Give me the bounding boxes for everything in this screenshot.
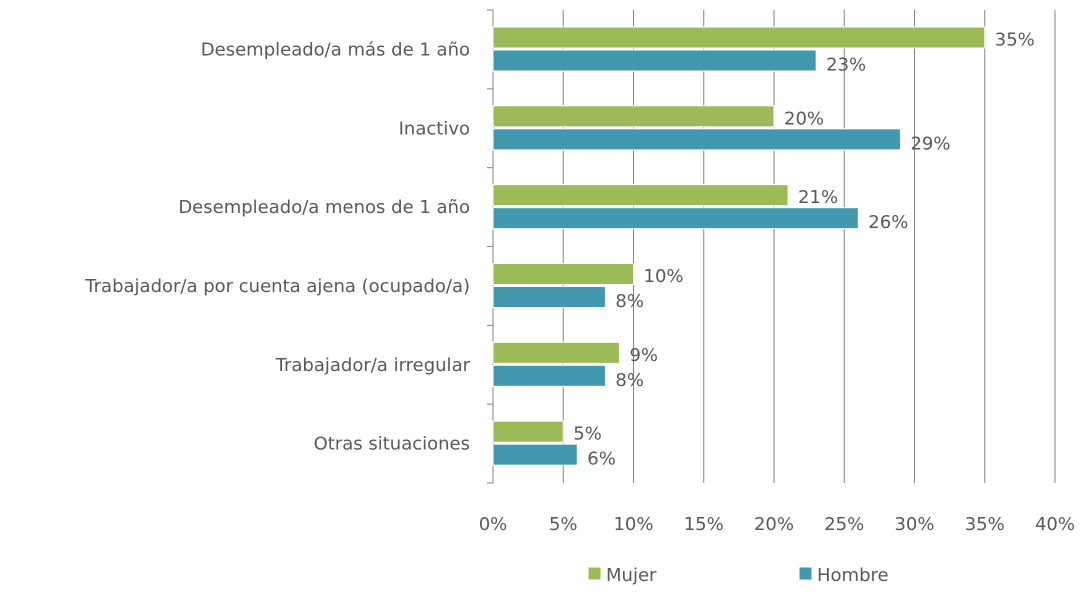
bar [492,443,578,466]
y-tick-label: Inactivo [399,118,470,139]
x-tick-label: 0% [479,514,508,535]
bar [492,26,986,49]
x-tick-label: 35% [965,514,1005,535]
x-tick-label: 40% [1035,514,1075,535]
legend-label: Mujer [606,565,657,586]
data-label: 20% [784,108,824,129]
y-tick-label: Desempleado/a menos de 1 año [178,197,470,218]
legend-label: Hombre [817,565,889,586]
x-tick-label: 25% [824,514,864,535]
data-label: 29% [910,133,950,154]
data-label: 8% [615,370,644,391]
legend-swatch [798,566,813,581]
bar [492,184,789,207]
data-label: 9% [629,345,658,366]
y-tick-label: Trabajador/a irregular [275,355,471,376]
data-label: 8% [615,291,644,312]
bar [492,420,564,443]
data-label: 23% [826,55,866,76]
x-tick-label: 10% [613,514,653,535]
data-label: 35% [995,30,1035,51]
bar [492,341,620,364]
data-label: 21% [798,187,838,208]
bar [492,263,634,285]
bar [492,49,817,72]
x-tick-label: 15% [684,514,724,535]
bar [492,207,859,230]
bar [492,128,901,151]
y-tick-label: Otras situaciones [314,434,470,455]
data-label: 26% [868,212,908,233]
legend-swatch [587,566,602,581]
bar [492,286,606,308]
y-tick-label: Desempleado/a más de 1 año [201,39,470,60]
x-tick-label: 20% [754,514,794,535]
bar [492,105,775,128]
data-label: 5% [573,424,602,445]
x-tick-label: 5% [549,514,578,535]
x-tick-label: 30% [894,514,934,535]
data-label: 6% [587,449,616,470]
y-tick-label: Trabajador/a por cuenta ajena (ocupado/a… [84,276,470,297]
bar [492,364,606,387]
data-label: 10% [644,266,684,287]
